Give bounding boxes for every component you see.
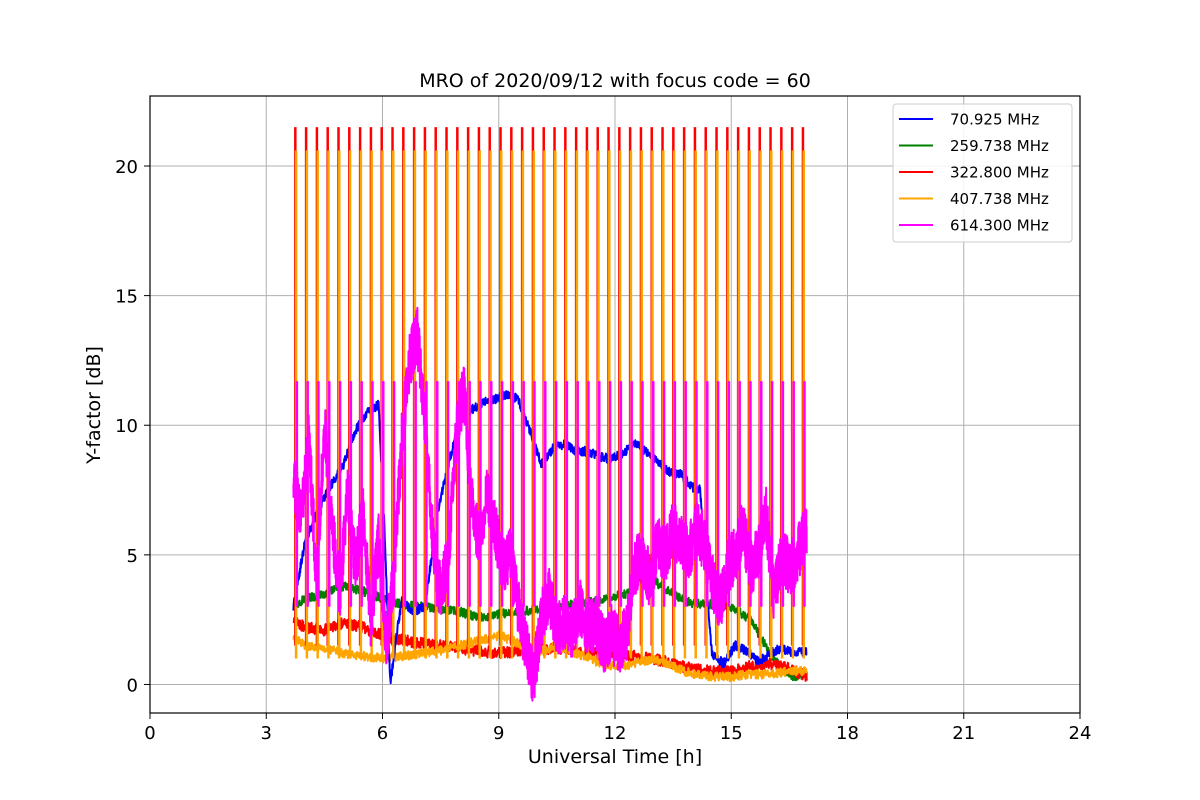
y-axis-label: Y-factor [dB] [83, 346, 105, 465]
x-tick-label: 0 [144, 723, 155, 744]
legend-label: 407.738 MHz [950, 190, 1049, 208]
legend-label: 259.738 MHz [950, 137, 1049, 155]
legend-box [892, 103, 1073, 243]
x-tick-label: 21 [952, 723, 975, 744]
x-tick-label: 9 [493, 723, 504, 744]
chart-title: MRO of 2020/09/12 with focus code = 60 [419, 70, 811, 92]
x-tick-label: 18 [836, 723, 859, 744]
x-tick-label: 6 [377, 723, 388, 744]
legend-label: 614.300 MHz [950, 217, 1049, 235]
series-layer [292, 127, 808, 702]
y-tick-label: 20 [115, 157, 138, 178]
y-tick-label: 15 [115, 287, 138, 308]
tick-layer: 0 3 6 9 12 15 18 21 24 0 5 10 15 20 [115, 157, 1091, 744]
y-tick-label: 5 [127, 546, 138, 567]
series-line-614-300-MHz [292, 306, 808, 702]
x-tick-label: 15 [720, 723, 743, 744]
legend: 70.925 MHz 259.738 MHz 322.800 MHz 407.738 … [892, 103, 1073, 243]
y-tick-label: 10 [115, 416, 138, 437]
x-axis-label: Universal Time [h] [528, 746, 702, 768]
legend-entries: 70.925 MHz 259.738 MHz 322.800 MHz 407.738 … [899, 111, 1049, 235]
series-line-407-738-MHz [292, 629, 808, 683]
legend-label: 70.925 MHz [950, 111, 1039, 129]
series-line-70-925-MHz [292, 390, 808, 685]
legend-label: 322.800 MHz [950, 164, 1049, 182]
y-tick-label: 0 [127, 675, 138, 696]
x-tick-label: 3 [261, 723, 272, 744]
x-tick-label: 24 [1069, 723, 1092, 744]
x-tick-label: 12 [604, 723, 627, 744]
